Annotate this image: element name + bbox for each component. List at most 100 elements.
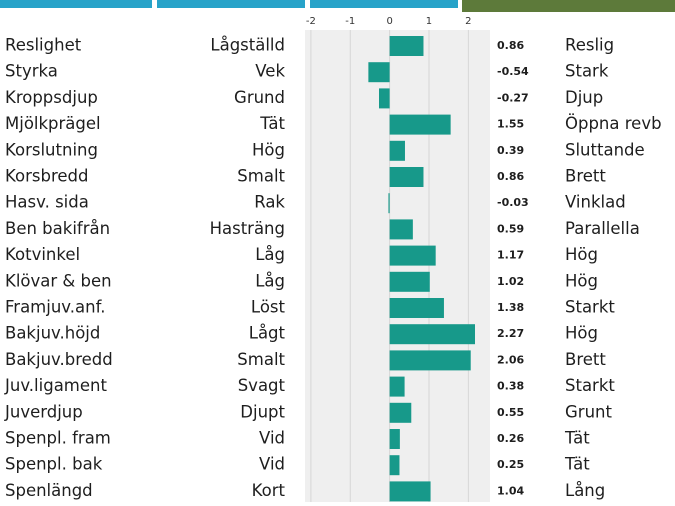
bar	[388, 193, 390, 214]
value-label: 2.06	[497, 353, 524, 366]
value-label: 0.25	[497, 458, 524, 471]
value-label: 2.27	[497, 327, 524, 340]
low-label: Lågt	[249, 324, 286, 343]
high-label: Vinklad	[565, 193, 626, 212]
tab[interactable]	[157, 0, 305, 8]
high-label: Tät	[564, 455, 590, 474]
bar	[389, 140, 405, 161]
low-label: Grund	[234, 88, 285, 107]
low-label: Låg	[255, 245, 285, 264]
low-label: Löst	[251, 298, 286, 317]
value-label: 0.55	[497, 406, 524, 419]
high-label: Grunt	[565, 402, 612, 421]
value-label: -0.54	[497, 65, 529, 78]
trait-label: Spenlängd	[5, 481, 93, 500]
bar	[368, 62, 390, 83]
value-label: 0.38	[497, 380, 524, 393]
value-label: 0.26	[497, 432, 524, 445]
low-label: Smalt	[237, 350, 285, 369]
high-label: Tät	[564, 429, 590, 448]
x-tick-label: -1	[345, 16, 355, 27]
value-label: 1.04	[497, 484, 524, 497]
high-label: Reslig	[565, 36, 614, 55]
high-label: Brett	[565, 350, 606, 369]
trait-label: Spenpl. fram	[5, 429, 111, 448]
trait-label: Reslighet	[5, 36, 82, 55]
tab[interactable]	[0, 0, 152, 8]
tab[interactable]	[310, 0, 458, 8]
x-tick-label: 1	[426, 16, 432, 27]
low-label: Tät	[259, 114, 285, 133]
bar	[379, 88, 390, 109]
value-label: 1.02	[497, 275, 524, 288]
low-label: Vid	[259, 455, 285, 474]
bar	[389, 455, 400, 476]
low-label: Rak	[254, 193, 285, 212]
trait-label: Juv.ligament	[4, 376, 107, 395]
trait-label: Bakjuv.höjd	[5, 324, 100, 343]
x-tick-label: 0	[386, 16, 392, 27]
trait-label: Korsbredd	[5, 167, 88, 186]
low-label: Svagt	[238, 376, 286, 395]
bar	[389, 167, 424, 187]
value-column	[490, 30, 550, 502]
value-label: 0.39	[497, 144, 524, 157]
value-label: 1.38	[497, 301, 524, 314]
x-tick-label: -2	[306, 16, 316, 27]
trait-label: Korslutning	[5, 140, 98, 159]
trait-label: Ben bakifrån	[5, 219, 110, 238]
bar	[389, 219, 413, 240]
trait-label: Framjuv.anf.	[5, 298, 105, 317]
high-label: Hög	[565, 271, 598, 290]
low-label: Hög	[252, 140, 285, 159]
low-label: Djupt	[240, 402, 285, 421]
trait-label: Bakjuv.bredd	[5, 350, 113, 369]
high-label: Stark	[565, 62, 609, 81]
value-label: -0.27	[497, 91, 529, 104]
value-label: 0.86	[497, 39, 524, 52]
bar	[389, 36, 424, 56]
bar	[389, 481, 431, 502]
trait-label: Hasv. sida	[5, 193, 89, 212]
bar	[389, 298, 444, 318]
high-label: Starkt	[565, 298, 615, 317]
low-label: Smalt	[237, 167, 285, 186]
trait-label: Juverdjup	[4, 402, 83, 421]
high-label: Djup	[565, 88, 603, 107]
trait-label: Mjölkprägel	[5, 114, 101, 133]
trait-label: Spenpl. bak	[5, 455, 103, 474]
low-label: Lågställd	[210, 36, 285, 55]
low-label: Låg	[255, 271, 285, 290]
bar	[389, 114, 451, 135]
trait-label: Klövar & ben	[5, 271, 112, 290]
high-label: Parallella	[565, 219, 640, 238]
high-label: Lång	[565, 481, 605, 500]
bar	[389, 324, 475, 345]
trait-label: Kroppsdjup	[5, 88, 98, 107]
high-label: Starkt	[565, 376, 615, 395]
low-label: Hasträng	[210, 219, 285, 238]
bar	[389, 429, 400, 449]
high-label: Brett	[565, 167, 606, 186]
value-label: 1.55	[497, 118, 524, 131]
high-label: Sluttande	[565, 140, 645, 159]
high-label: Hög	[565, 245, 598, 264]
low-label: Kort	[252, 481, 286, 500]
value-label: -0.03	[497, 196, 529, 209]
plot-background	[305, 30, 490, 502]
bar	[389, 245, 436, 266]
photo-strip	[462, 0, 675, 12]
bar	[389, 350, 471, 371]
high-label: Hög	[565, 324, 598, 343]
x-tick-label: 2	[465, 16, 471, 27]
bar	[389, 402, 412, 423]
value-label: 1.17	[497, 249, 524, 262]
bar	[389, 271, 430, 292]
bar	[389, 376, 405, 397]
trait-label: Kotvinkel	[5, 245, 80, 264]
low-label: Vek	[255, 62, 285, 81]
value-label: 0.59	[497, 222, 524, 235]
low-label: Vid	[259, 429, 285, 448]
trait-label: Styrka	[5, 62, 58, 81]
